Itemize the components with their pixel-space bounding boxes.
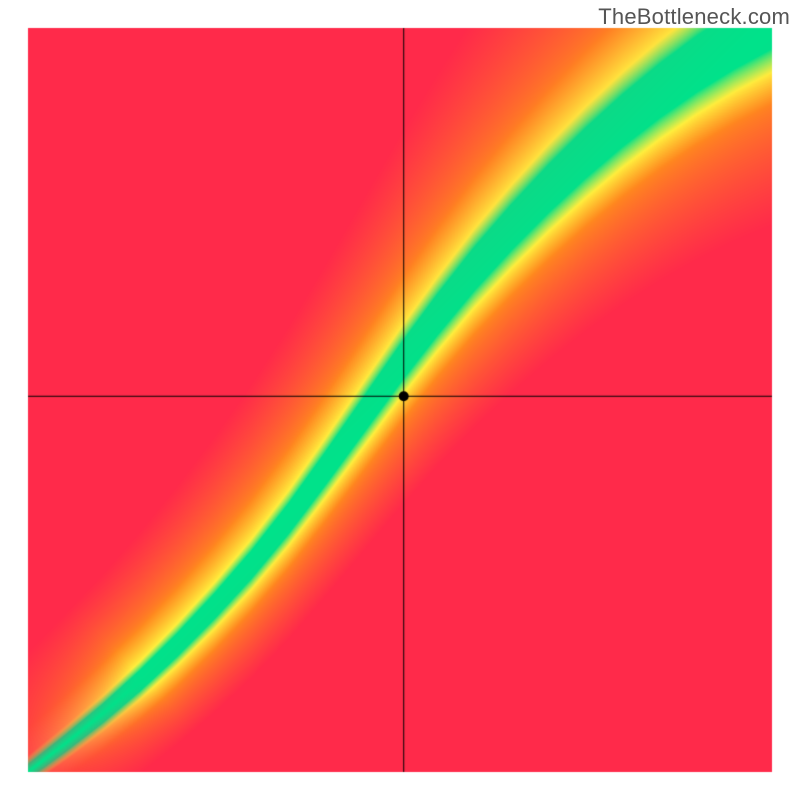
heatmap-canvas: [0, 0, 800, 800]
watermark-text: TheBottleneck.com: [598, 4, 790, 30]
chart-container: TheBottleneck.com: [0, 0, 800, 800]
